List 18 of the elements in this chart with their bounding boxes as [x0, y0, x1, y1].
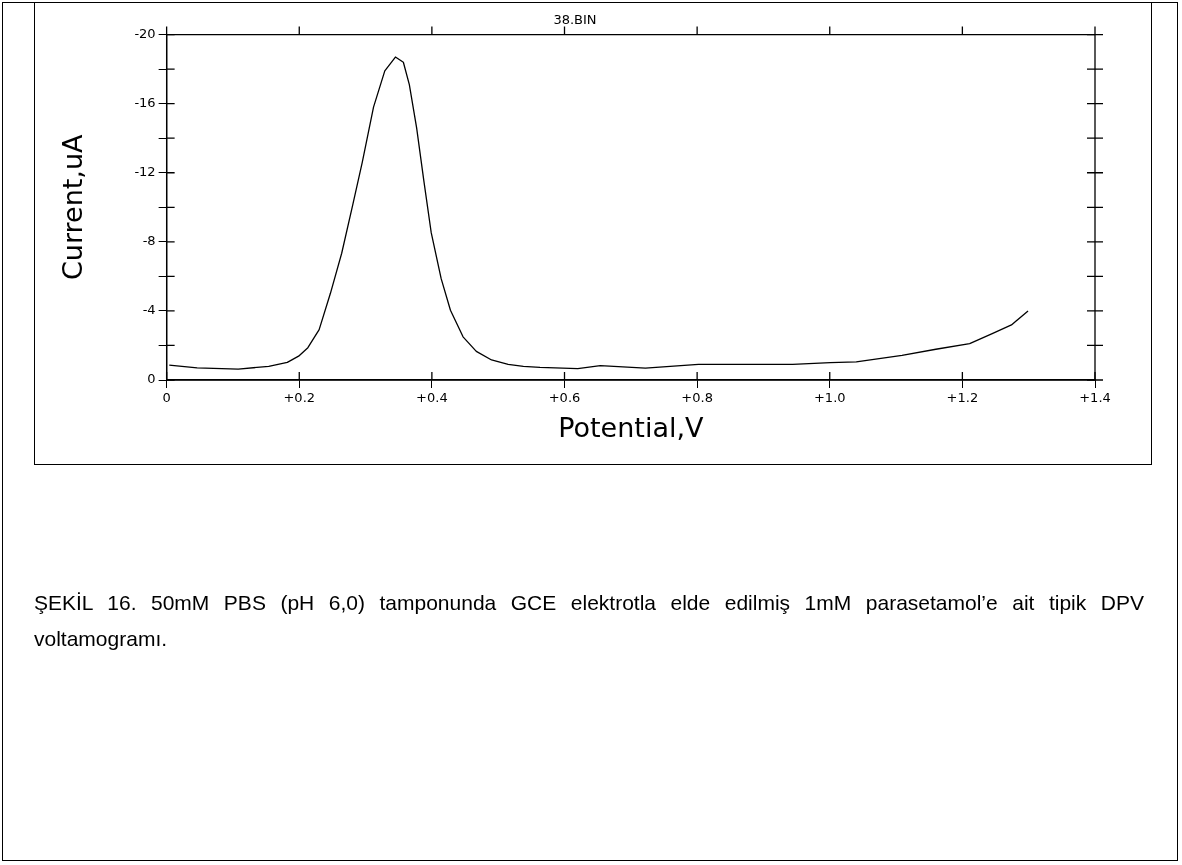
x-tick-label: +0.8: [681, 390, 713, 406]
y-tick-label: -16: [134, 95, 156, 111]
text: ŞEKİL 16. 50mM PBS (pH 6,0) tamponunda GCE elektrotla elde edilmiş 1mM parasetamol’e ait tipik DPV voltamogramı.: [34, 590, 1144, 652]
x-axis-title: Potential,V: [558, 411, 705, 443]
y-axis-title: Current,uA: [57, 133, 89, 281]
y-tick-label: 0: [147, 371, 156, 387]
y-tick-label: -4: [142, 302, 156, 318]
x-tick-label: +1.2: [946, 390, 979, 406]
y-tick-label: -20: [134, 25, 156, 41]
y-tick-label: -12: [134, 164, 156, 180]
x-tick-label: +0.6: [548, 390, 581, 406]
x-tick-label: +0.4: [416, 390, 448, 406]
y-tick-label: -8: [142, 233, 156, 249]
x-tick-label: +1.4: [1079, 390, 1111, 406]
x-tick-label: 0: [162, 390, 171, 406]
chart-title: 38.BIN: [553, 12, 597, 28]
x-tick-label: +0.2: [283, 390, 316, 406]
x-tick-label: +1.0: [813, 390, 846, 406]
